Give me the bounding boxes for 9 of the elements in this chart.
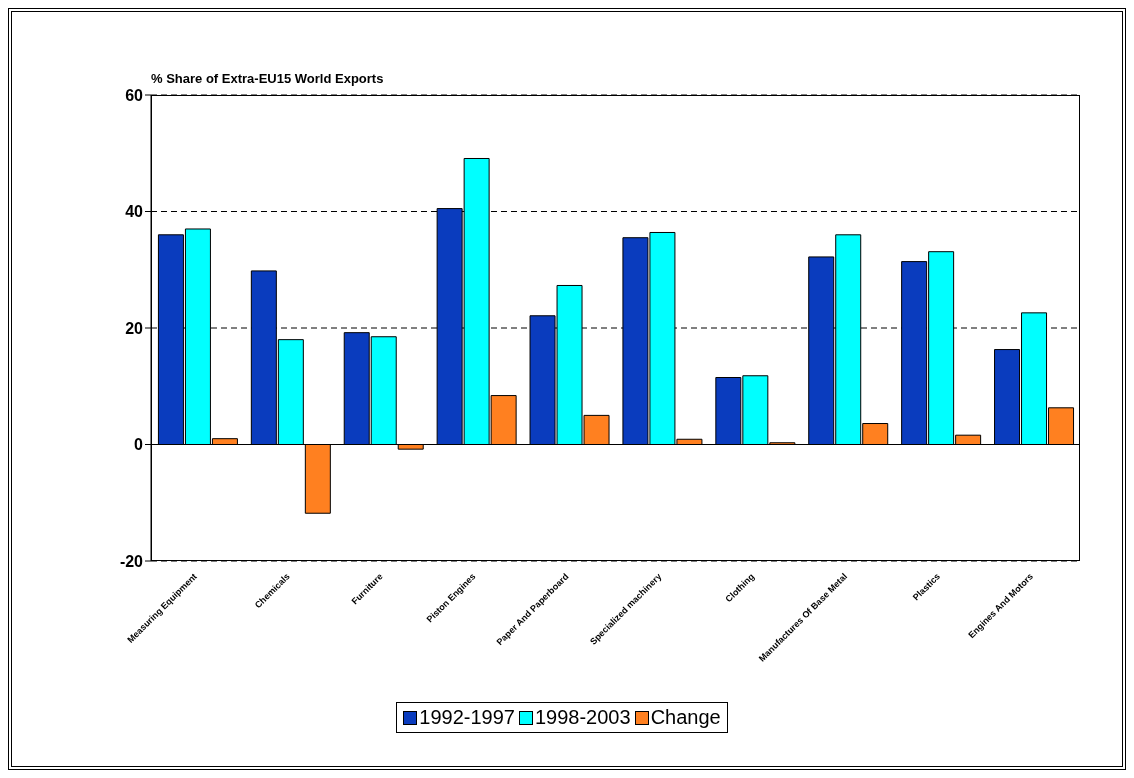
y-tick-label: 20	[125, 319, 144, 337]
legend-label: Change	[649, 706, 721, 729]
legend-label: 1998-2003	[533, 706, 631, 729]
y-tick-label: 60	[125, 86, 144, 104]
y-tick-label: 40	[125, 203, 144, 221]
chart-title: % Share of Extra-EU15 World Exports	[151, 71, 384, 86]
y-tick-label: 0	[134, 436, 144, 454]
y-tick-label: -20	[119, 552, 144, 570]
legend-label: 1992-1997	[418, 706, 515, 729]
